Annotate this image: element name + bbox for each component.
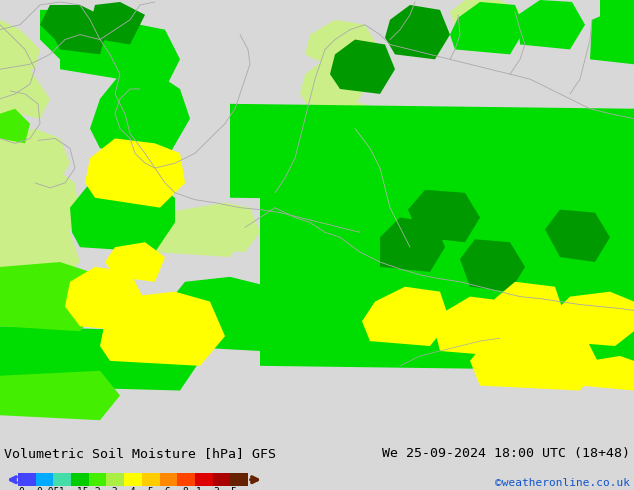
Polygon shape	[380, 218, 445, 272]
Polygon shape	[40, 10, 130, 79]
Polygon shape	[0, 99, 30, 168]
Polygon shape	[0, 371, 120, 420]
Polygon shape	[90, 2, 145, 45]
Bar	[89, 473, 107, 486]
Bar	[53, 473, 71, 486]
Bar	[195, 473, 212, 486]
Text: 0: 0	[18, 487, 24, 490]
Polygon shape	[160, 277, 285, 351]
Polygon shape	[485, 282, 565, 341]
Text: 5: 5	[231, 487, 236, 490]
Polygon shape	[300, 59, 365, 114]
Text: .15: .15	[72, 487, 89, 490]
Polygon shape	[70, 183, 175, 252]
Bar	[160, 473, 178, 486]
Text: 3: 3	[213, 487, 219, 490]
Polygon shape	[65, 267, 145, 331]
Polygon shape	[450, 0, 520, 30]
Text: .3: .3	[107, 487, 119, 490]
Polygon shape	[90, 69, 190, 153]
Polygon shape	[85, 138, 185, 208]
Polygon shape	[230, 104, 634, 203]
Polygon shape	[105, 242, 165, 282]
Bar	[18, 473, 36, 486]
Polygon shape	[105, 24, 180, 89]
Text: 0.05: 0.05	[36, 487, 60, 490]
Polygon shape	[180, 203, 260, 252]
Polygon shape	[100, 292, 225, 366]
Polygon shape	[362, 287, 450, 346]
Polygon shape	[0, 59, 50, 119]
Polygon shape	[0, 109, 30, 144]
Bar	[71, 473, 89, 486]
Polygon shape	[545, 210, 610, 262]
Polygon shape	[550, 292, 634, 346]
Polygon shape	[0, 262, 100, 331]
Polygon shape	[590, 10, 634, 64]
Polygon shape	[0, 168, 80, 242]
Polygon shape	[518, 0, 585, 49]
Polygon shape	[575, 356, 634, 391]
Bar	[178, 473, 195, 486]
Polygon shape	[0, 326, 200, 391]
Polygon shape	[385, 5, 450, 59]
Polygon shape	[408, 190, 480, 242]
Bar	[212, 473, 230, 486]
Bar	[230, 473, 248, 486]
Bar	[142, 473, 160, 486]
Text: .5: .5	[143, 487, 154, 490]
Polygon shape	[470, 331, 600, 391]
Text: .6: .6	[160, 487, 172, 490]
Polygon shape	[330, 40, 395, 94]
Polygon shape	[600, 0, 634, 24]
Text: .4: .4	[125, 487, 136, 490]
Text: Volumetric Soil Moisture [hPa] GFS: Volumetric Soil Moisture [hPa] GFS	[4, 447, 276, 460]
Polygon shape	[460, 239, 525, 292]
Text: .8: .8	[178, 487, 190, 490]
Polygon shape	[0, 222, 80, 282]
Bar	[107, 473, 124, 486]
Polygon shape	[0, 20, 40, 69]
Polygon shape	[450, 2, 525, 54]
Polygon shape	[295, 99, 375, 153]
Bar	[36, 473, 53, 486]
Polygon shape	[580, 109, 634, 203]
Text: We 25-09-2024 18:00 UTC (18+48): We 25-09-2024 18:00 UTC (18+48)	[382, 447, 630, 460]
Polygon shape	[260, 193, 634, 371]
Bar	[124, 473, 142, 486]
Text: .1: .1	[54, 487, 66, 490]
Polygon shape	[40, 5, 110, 54]
Polygon shape	[435, 296, 520, 356]
Text: ©weatheronline.co.uk: ©weatheronline.co.uk	[495, 478, 630, 488]
Polygon shape	[0, 128, 70, 188]
Polygon shape	[305, 20, 380, 69]
Text: .2: .2	[89, 487, 101, 490]
Text: 1: 1	[195, 487, 202, 490]
Polygon shape	[0, 168, 30, 218]
Polygon shape	[150, 208, 245, 257]
